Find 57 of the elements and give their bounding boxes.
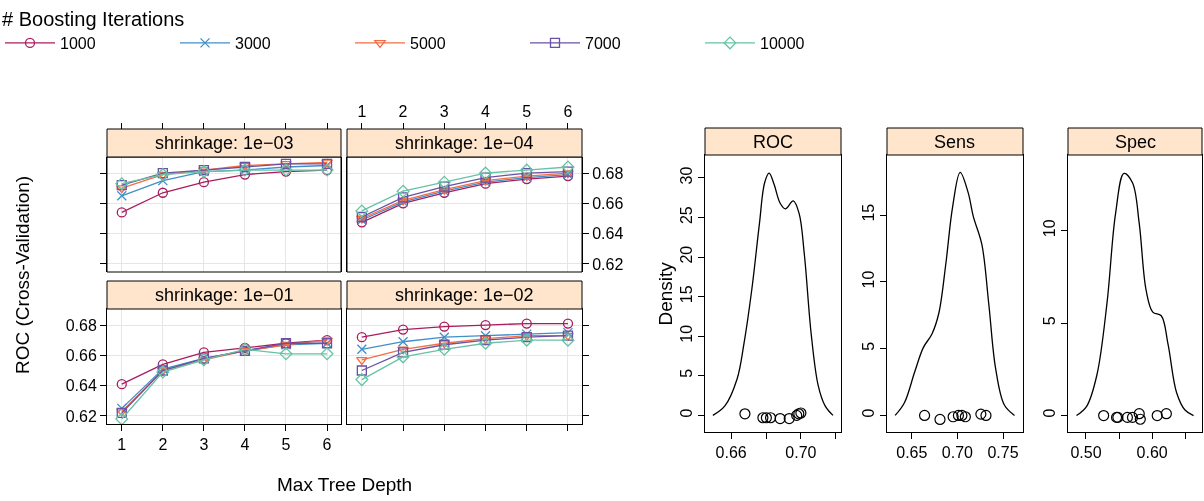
chart-title: shrinkage: 1e−01 <box>155 285 294 305</box>
legend-label: 5000 <box>410 35 446 53</box>
x-tick-label: 0.60 <box>1136 444 1168 462</box>
x-tick-label: 6 <box>322 436 332 454</box>
y-tick-label: 15 <box>859 203 877 222</box>
y-tick-label: 25 <box>677 206 695 225</box>
x-tick-label: 5 <box>281 436 291 454</box>
chart-title: Spec <box>1115 132 1157 152</box>
x-tick-label: 1 <box>117 436 127 454</box>
x-tick-label: 3 <box>199 436 209 454</box>
text: Max Tree Depth <box>277 474 413 495</box>
x-tick-label: 4 <box>481 102 491 120</box>
y-tick-label: 30 <box>677 166 695 185</box>
x-tick-label: 1 <box>357 102 367 120</box>
chart-title: shrinkage: 1e−04 <box>395 133 534 153</box>
legend-label: 3000 <box>235 35 271 53</box>
x-tick-label: 0.75 <box>987 444 1019 462</box>
x-tick-label: 0.66 <box>715 444 747 462</box>
y-tick-label: 0.64 <box>65 377 97 395</box>
legend-label: 10000 <box>760 35 805 53</box>
y-tick-label: 10 <box>1040 219 1058 238</box>
y-axis-title: Density <box>654 261 676 326</box>
y-tick-label: 20 <box>677 245 695 264</box>
y-tick-label: 0.66 <box>592 194 624 212</box>
y-tick-label: 10 <box>677 324 695 343</box>
legend-title: # Boosting Iterations <box>2 8 185 30</box>
legend-label: 7000 <box>585 35 621 53</box>
x-tick-label: 0.50 <box>1070 444 1102 462</box>
y-tick-label: 0.62 <box>592 255 624 273</box>
y-tick-label: 5 <box>1040 316 1058 326</box>
y-tick-label: 0 <box>677 408 695 418</box>
y-tick-label: 0.66 <box>65 346 97 364</box>
chart-title: Sens <box>934 132 976 152</box>
y-tick-label: 0 <box>859 408 877 418</box>
y-tick-label: 15 <box>677 285 695 304</box>
chart-title: shrinkage: 1e−03 <box>155 133 294 153</box>
x-tick-label: 3 <box>439 102 449 120</box>
chart-title: ROC <box>753 132 793 152</box>
x-tick-label: 6 <box>563 102 573 120</box>
x-tick-label: 5 <box>522 102 532 120</box>
y-tick-label: 0.64 <box>592 225 624 243</box>
legend-label: 1000 <box>60 35 96 53</box>
x-tick-label: 0.70 <box>941 444 974 462</box>
chart-title: shrinkage: 1e−02 <box>395 285 534 305</box>
x-tick-label: 4 <box>240 436 250 454</box>
y-tick-label: 5 <box>859 341 877 351</box>
y-tick-label: 0.68 <box>65 316 97 334</box>
x-tick-label: 2 <box>158 436 168 454</box>
x-tick-label: 0.65 <box>896 444 928 462</box>
y-tick-label: 0.68 <box>592 164 624 182</box>
y-tick-label: 0.62 <box>65 407 97 425</box>
x-tick-label: 0.70 <box>785 444 817 462</box>
y-tick-label: 0 <box>1040 408 1058 418</box>
x-tick-label: 2 <box>398 102 408 120</box>
y-tick-label: 10 <box>859 270 877 289</box>
y-axis-title: ROC (Cross-Validation) <box>12 175 33 374</box>
y-tick-label: 5 <box>677 368 695 378</box>
